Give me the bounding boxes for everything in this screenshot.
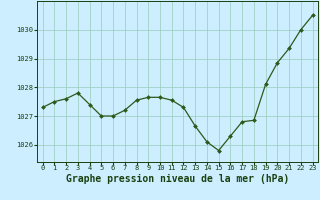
X-axis label: Graphe pression niveau de la mer (hPa): Graphe pression niveau de la mer (hPa) bbox=[66, 174, 289, 184]
